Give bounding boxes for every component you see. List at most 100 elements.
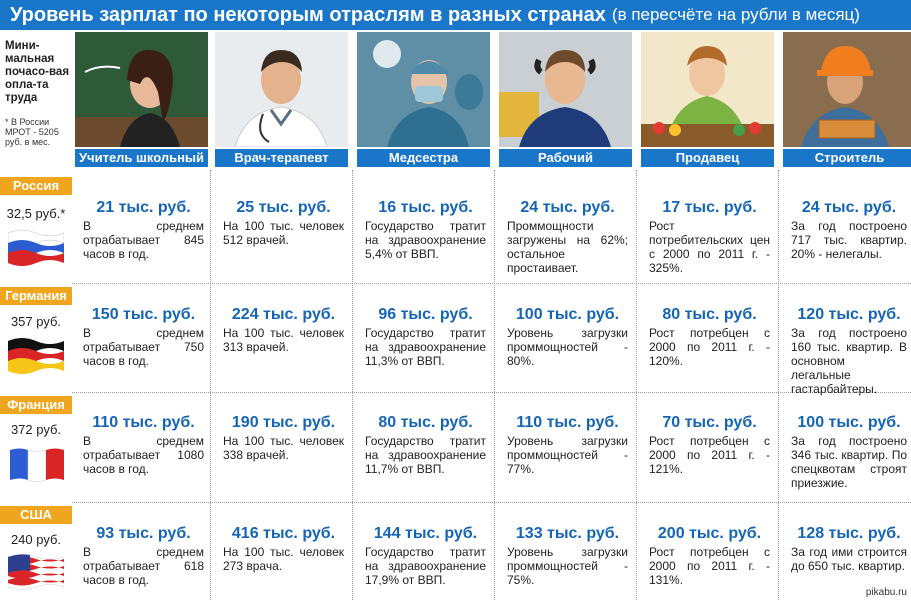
salary-amount: 93 тыс. руб.: [96, 525, 191, 542]
builder-photo: [783, 32, 911, 147]
usa-flag: [8, 554, 64, 590]
france-flag: [10, 448, 64, 482]
profession-label: Учитель школьный: [75, 149, 208, 167]
cell-usa-teacher: 93 тыс. руб. В среднем отрабатывает 618 …: [75, 524, 208, 587]
cell-description: В среднем отрабатывает 1080 часов в год.: [83, 434, 204, 476]
cell-description: Рост потребцен с 2000 по 2011 г. - 131%.: [649, 545, 770, 587]
germany-flag: [8, 338, 64, 374]
cell-description: На 100 тыс. человек 512 врачей.: [223, 219, 344, 247]
doctor-photo: [215, 32, 348, 147]
cell-description: Проммощности загружены на 62%; остальное…: [507, 219, 628, 275]
profession-teacher: Учитель школьный: [75, 32, 208, 167]
country-rate: 357 руб.: [10, 314, 62, 329]
min-wage-note: * В России МРОТ - 5205 руб. в мес.: [5, 117, 59, 147]
salary-amount: 133 тыс. руб.: [515, 525, 620, 542]
profession-worker: Рабочий: [499, 32, 632, 167]
column-divider: [494, 170, 496, 600]
profession-nurse: Медсестра: [357, 32, 490, 167]
salary-amount: 24 тыс. руб.: [520, 199, 615, 216]
country-tag-germany: Германия: [0, 287, 72, 305]
worker-photo: [499, 32, 632, 147]
salary-amount: 190 тыс. руб.: [231, 414, 336, 431]
cell-description: За год ими строится до 650 тыс. квартир.: [791, 545, 907, 573]
cell-description: В среднем отрабатывает 845 часов в год.: [83, 219, 204, 261]
salary-amount: 80 тыс. руб.: [378, 414, 473, 431]
min-wage-header: Мини-мальная почасо-вая опла-та труда * …: [0, 32, 72, 167]
cell-description: Рост потребцен с 2000 по 2011 г. - 121%.: [649, 434, 770, 476]
cell-germany-builder: 120 тыс. руб. За год построено 160 тыс. …: [783, 305, 911, 396]
salary-amount: 200 тыс. руб.: [657, 525, 762, 542]
salary-amount: 21 тыс. руб.: [96, 199, 191, 216]
salary-amount: 128 тыс. руб.: [797, 525, 901, 542]
salary-amount: 17 тыс. руб.: [662, 199, 757, 216]
cell-description: Государство тратит на здравоохранение 5,…: [365, 219, 486, 261]
cell-description: На 100 тыс. человек 338 врачей.: [223, 434, 344, 462]
salary-amount: 120 тыс. руб.: [797, 306, 901, 323]
cell-france-nurse: 80 тыс. руб. Государство тратит на здрав…: [357, 413, 490, 476]
cell-germany-worker: 100 тыс. руб. Уровень загрузки проммощно…: [499, 305, 632, 368]
cell-russia-worker: 24 тыс. руб. Проммощности загружены на 6…: [499, 198, 632, 275]
row-divider: [72, 392, 911, 394]
cell-france-worker: 110 тыс. руб. Уровень загрузки проммощно…: [499, 413, 632, 476]
salary-amount: 70 тыс. руб.: [662, 414, 757, 431]
profession-label: Рабочий: [499, 149, 632, 167]
profession-seller: Продавец: [641, 32, 774, 167]
cell-description: На 100 тыс. человек 313 врачей.: [223, 326, 344, 354]
column-divider: [636, 170, 638, 600]
column-divider: [778, 170, 780, 600]
cell-description: Уровень загрузки проммощностей - 80%.: [507, 326, 628, 368]
cell-description: За год построено 346 тыс. квартир. По сп…: [791, 434, 907, 490]
cell-france-builder: 100 тыс. руб. За год построено 346 тыс. …: [783, 413, 911, 490]
cell-description: Уровень загрузки проммощностей - 75%.: [507, 545, 628, 587]
cell-description: Рост потребительских цен с 2000 по 2011 …: [649, 219, 770, 275]
page-subtitle: (в пересчёте на рубли в месяц): [611, 5, 860, 24]
row-divider: [72, 502, 911, 504]
cell-description: Государство тратит на здравоохранение 11…: [365, 434, 486, 476]
cell-usa-seller: 200 тыс. руб. Рост потребцен с 2000 по 2…: [641, 524, 774, 587]
cell-germany-seller: 80 тыс. руб. Рост потребцен с 2000 по 20…: [641, 305, 774, 368]
watermark: pikabu.ru: [865, 587, 907, 598]
salary-amount: 16 тыс. руб.: [378, 199, 473, 216]
seller-photo: [641, 32, 774, 147]
cell-description: За год построено 717 тыс. квартир. 20% -…: [791, 219, 907, 261]
cell-germany-teacher: 150 тыс. руб. В среднем отрабатывает 750…: [75, 305, 208, 368]
country-rate: 240 руб.: [10, 532, 62, 547]
cell-description: Государство тратит на здравоохранение 17…: [365, 545, 486, 587]
min-wage-label: Мини-мальная почасо-вая опла-та труда: [5, 40, 70, 104]
cell-usa-builder: 128 тыс. руб. За год ими строится до 650…: [783, 524, 911, 573]
salary-amount: 110 тыс. руб.: [516, 414, 619, 431]
row-divider: [72, 283, 911, 285]
cell-description: Рост потребцен с 2000 по 2011 г. - 120%.: [649, 326, 770, 368]
country-tag-usa: США: [0, 506, 72, 524]
profession-label: Продавец: [641, 149, 774, 167]
salary-amount: 416 тыс. руб.: [231, 525, 336, 542]
cell-usa-doctor: 416 тыс. руб. На 100 тыс. человек 273 вр…: [215, 524, 348, 573]
cell-description: В среднем отрабатывает 750 часов в год.: [83, 326, 204, 368]
country-rate: 372 руб.: [10, 422, 62, 437]
column-divider: [352, 170, 354, 600]
profession-builder: Строитель: [783, 32, 911, 167]
salary-amount: 24 тыс. руб.: [801, 199, 897, 216]
page-title: Уровень зарплат по некоторым отраслям в …: [10, 3, 606, 26]
cell-description: За год построено 160 тыс. квартир. В осн…: [791, 326, 907, 396]
salary-amount: 110 тыс. руб.: [92, 414, 195, 431]
country-tag-russia: Россия: [0, 177, 72, 195]
salary-amount: 150 тыс. руб.: [91, 306, 196, 323]
cell-germany-doctor: 224 тыс. руб. На 100 тыс. человек 313 вр…: [215, 305, 348, 354]
column-divider: [210, 170, 212, 600]
cell-usa-worker: 133 тыс. руб. Уровень загрузки проммощно…: [499, 524, 632, 587]
cell-russia-seller: 17 тыс. руб. Рост потребительских цен с …: [641, 198, 774, 275]
teacher-photo: [75, 32, 208, 147]
cell-france-doctor: 190 тыс. руб. На 100 тыс. человек 338 вр…: [215, 413, 348, 462]
salary-amount: 25 тыс. руб.: [236, 199, 331, 216]
cell-description: На 100 тыс. человек 273 врача.: [223, 545, 344, 573]
cell-russia-nurse: 16 тыс. руб. Государство тратит на здрав…: [357, 198, 490, 261]
cell-france-teacher: 110 тыс. руб. В среднем отрабатывает 108…: [75, 413, 208, 476]
salary-amount: 144 тыс. руб.: [373, 525, 478, 542]
profession-label: Врач-терапевт: [215, 149, 348, 167]
cell-description: Уровень загрузки проммощностей - 77%.: [507, 434, 628, 476]
country-rate: 32,5 руб.*: [6, 206, 66, 221]
cell-germany-nurse: 96 тыс. руб. Государство тратит на здрав…: [357, 305, 490, 368]
country-tag-france: Франция: [0, 396, 72, 414]
cell-description: Государство тратит на здравоохранение 11…: [365, 326, 486, 368]
